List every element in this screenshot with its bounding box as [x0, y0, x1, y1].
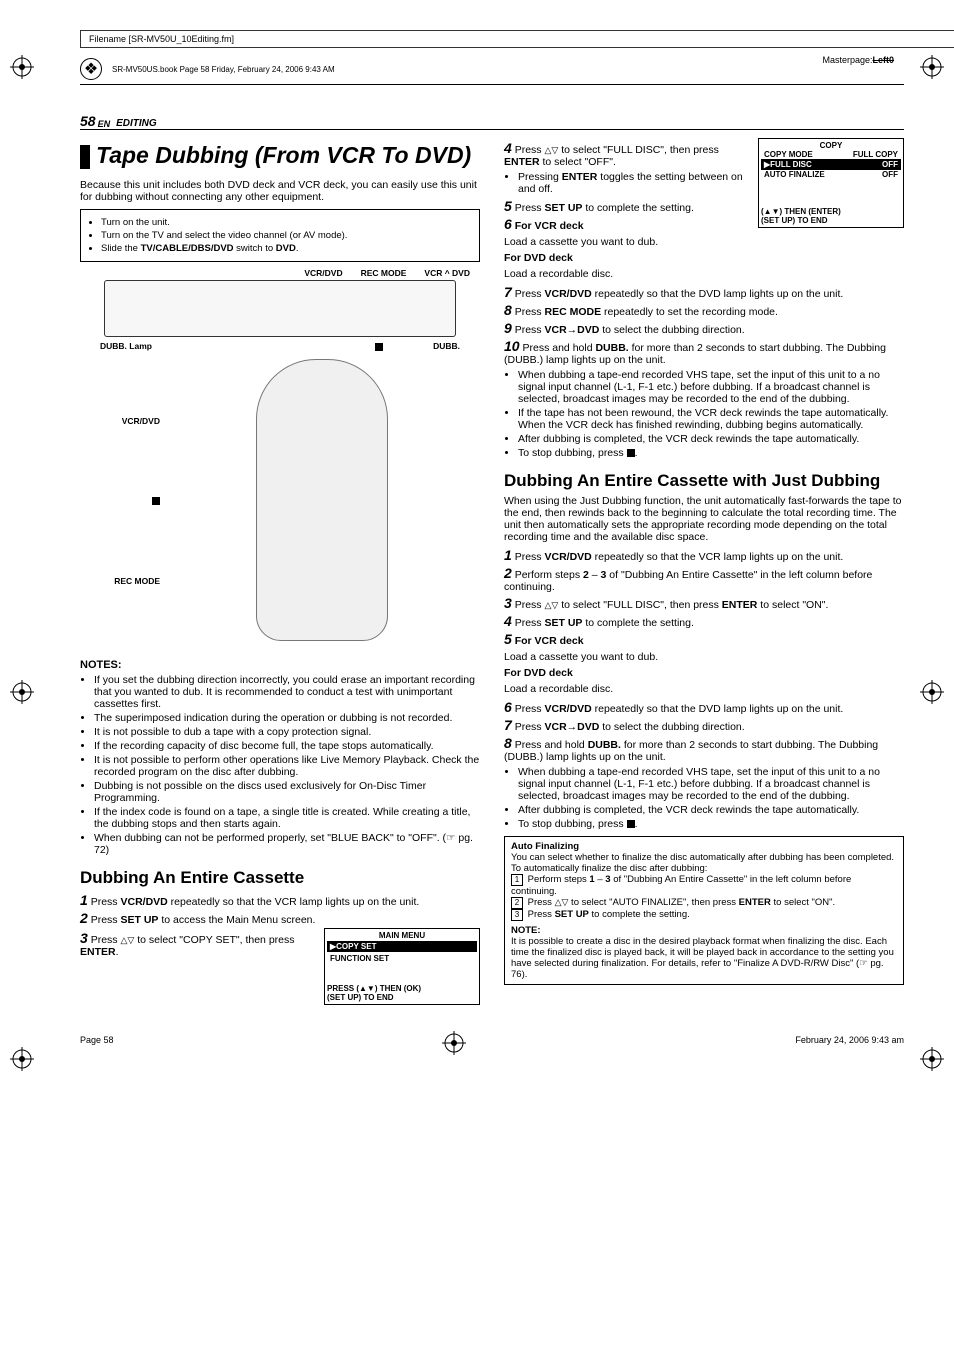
diag-label: VCR/DVD	[304, 268, 342, 278]
page-number: 58	[80, 113, 96, 129]
copy-menu-box: COPY COPY MODEFULL COPY ▶FULL DISCOFF AU…	[758, 138, 904, 228]
book-icon: ❖	[80, 58, 102, 80]
preparation-box: Turn on the unit. Turn on the TV and sel…	[80, 209, 480, 262]
footer-date: February 24, 2006 9:43 am	[795, 1035, 904, 1061]
crop-mark	[920, 1047, 944, 1071]
caption: DUBB.	[433, 341, 460, 351]
auto-finalize-box: Auto Finalizing You can select whether t…	[504, 836, 904, 985]
diag-label: REC MODE	[361, 268, 407, 278]
crop-mark	[10, 1047, 34, 1071]
caption: DUBB. Lamp	[100, 341, 152, 351]
filename: Filename [SR-MV50U_10Editing.fm]	[80, 30, 954, 48]
masterpage: Masterpage:Left0	[822, 55, 894, 65]
stop-icon	[152, 497, 160, 505]
intro: Because this unit includes both DVD deck…	[80, 179, 480, 203]
footer-center-mark	[442, 1035, 466, 1061]
diag-label: VCR ^ DVD	[424, 268, 470, 278]
remote-illustration	[256, 359, 388, 641]
page-title: Tape Dubbing (From VCR To DVD)	[96, 142, 471, 169]
notes-heading: NOTES:	[80, 659, 480, 671]
notes-list: If you set the dubbing direction incorre…	[80, 674, 480, 856]
remote-label: VCR/DVD	[80, 416, 160, 426]
crop-mark	[10, 680, 34, 704]
crop-mark	[920, 55, 944, 79]
crop-mark	[10, 55, 34, 79]
main-menu-box: MAIN MENU ▶COPY SET FUNCTION SET PRESS (…	[324, 928, 480, 1005]
remote-label: REC MODE	[80, 576, 160, 586]
book-line: SR-MV50US.book Page 58 Friday, February …	[112, 65, 335, 74]
subtitle: Dubbing An Entire Cassette	[80, 868, 480, 888]
footer-page: Page 58	[80, 1035, 114, 1061]
section: EDITING	[116, 118, 157, 129]
subtitle: Dubbing An Entire Cassette with Just Dub…	[504, 471, 904, 491]
crop-mark	[920, 680, 944, 704]
page-lang: EN	[98, 119, 111, 129]
title-bar-icon	[80, 145, 90, 169]
device-illustration	[80, 280, 480, 337]
